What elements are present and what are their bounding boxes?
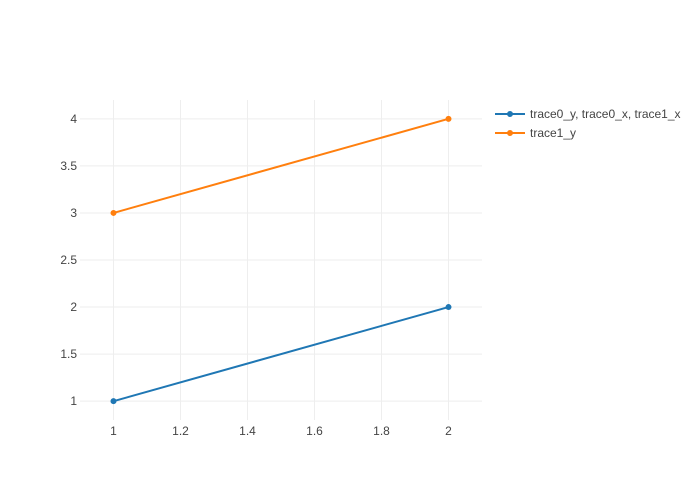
legend-marker-swatch (507, 111, 513, 117)
grid-lines (80, 100, 482, 420)
x-tick-label: 1.2 (172, 424, 189, 438)
x-axis-ticks: 1 1.2 1.4 1.6 1.8 2 (110, 424, 452, 438)
y-tick-label: 4 (70, 112, 77, 126)
legend-item-1[interactable]: trace1_y (495, 126, 576, 140)
y-tick-label: 3 (70, 206, 77, 220)
legend[interactable]: trace0_y, trace0_x, trace1_x trace1_y (495, 107, 681, 140)
series-line (113, 306, 449, 403)
plot-series (110, 115, 452, 405)
legend-label: trace1_y (530, 126, 576, 140)
series-0 (110, 304, 452, 405)
data-point[interactable] (110, 398, 117, 405)
series-line (113, 117, 449, 214)
y-axis-ticks: 1 1.5 2 2.5 3 3.5 4 (60, 112, 77, 408)
data-point[interactable] (445, 304, 452, 311)
x-tick-label: 2 (445, 424, 452, 438)
legend-label: trace0_y, trace0_x, trace1_x (530, 107, 681, 121)
x-tick-label: 1.4 (239, 424, 256, 438)
y-tick-label: 1 (70, 394, 77, 408)
x-tick-label: 1.8 (373, 424, 390, 438)
x-tick-label: 1 (110, 424, 117, 438)
y-tick-label: 1.5 (60, 347, 77, 361)
y-tick-label: 3.5 (60, 159, 77, 173)
legend-marker-swatch (507, 130, 513, 136)
data-point[interactable] (445, 115, 452, 122)
series-1 (110, 115, 452, 216)
legend-item-0[interactable]: trace0_y, trace0_x, trace1_x (495, 107, 681, 121)
y-tick-label: 2 (70, 300, 77, 314)
y-tick-label: 2.5 (60, 253, 77, 267)
data-point[interactable] (110, 209, 117, 216)
x-tick-label: 1.6 (306, 424, 323, 438)
